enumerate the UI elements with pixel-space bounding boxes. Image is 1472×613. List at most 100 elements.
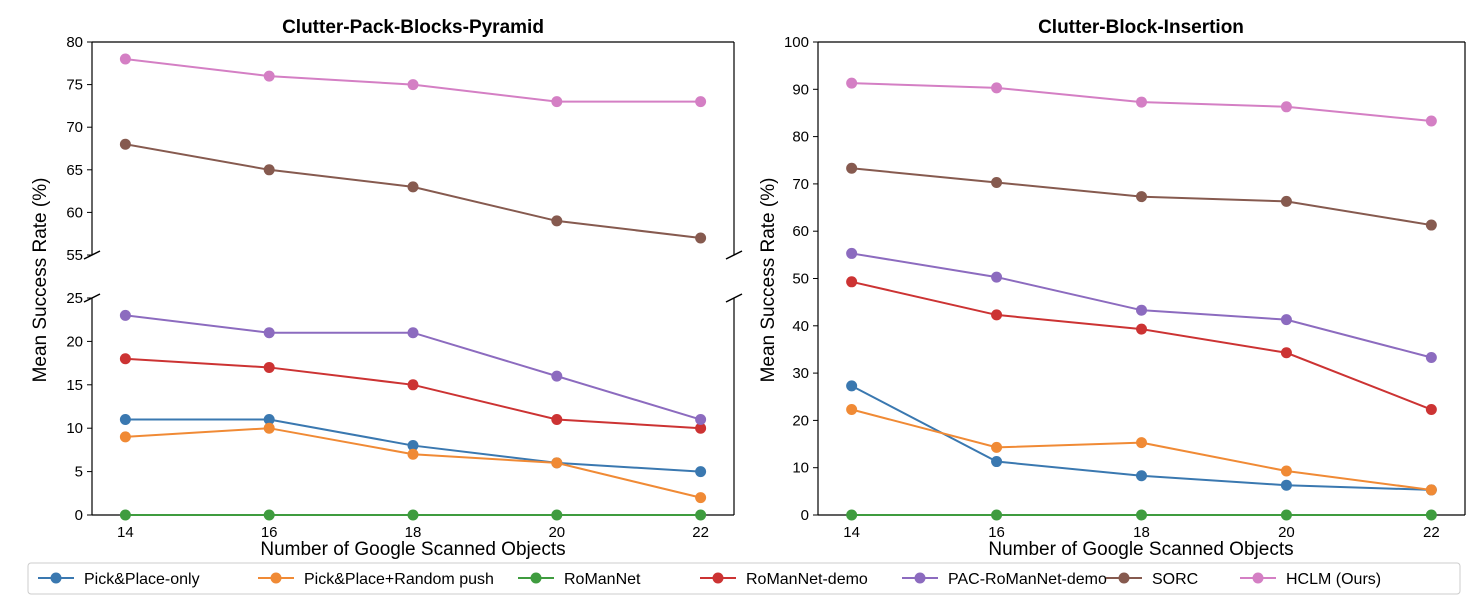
axis-break-mark [725,293,743,303]
series-romannet [846,509,1437,521]
data-point [695,422,707,434]
y-tick-label: 60 [66,204,83,221]
series-romannet-demo [846,276,1437,416]
legend-label: SORC [1152,571,1198,588]
y-tick-label: 80 [66,34,83,51]
right-y-axis-label: Mean Success Rate (%) [758,178,779,383]
data-point [846,276,858,288]
y-tick-label: 65 [66,162,83,179]
legend-entry: RoManNet [518,571,641,588]
data-point [991,509,1003,521]
y-tick-label: 55 [66,247,83,264]
y-tick-label: 80 [792,129,809,146]
legend-entry: HCLM (Ours) [1240,571,1381,588]
y-tick-label: 70 [792,176,809,193]
x-tick-label: 14 [117,524,134,541]
legend-frame [27,562,1461,595]
data-point [551,457,563,469]
legend-label: RoManNet-demo [746,571,868,588]
legend-marker [1118,572,1130,584]
data-point [991,441,1003,453]
data-point [407,379,419,391]
y-tick-label: 90 [792,81,809,98]
data-point [119,53,131,65]
data-point [551,215,563,227]
legend-label: Pick&Place+Random push [304,571,494,588]
data-point [1425,484,1437,496]
data-point [263,164,275,176]
data-point [1136,470,1147,482]
right-chart-title: Clutter-Block-Insertion [1038,17,1244,38]
y-tick-label: 20 [66,333,83,350]
data-point [263,327,275,339]
data-point [695,466,707,478]
y-tick-label: 40 [792,318,809,335]
series-sorc [119,138,707,244]
data-point [1280,509,1292,521]
x-tick-label: 16 [261,524,278,541]
data-point [119,509,131,521]
data-point [263,422,275,434]
data-point [1280,347,1292,359]
data-point [119,414,131,426]
left-lower-panel: 0 5 10 15 20 25 14 16 18 20 22 [66,290,743,541]
x-tick-label: 22 [692,524,709,541]
left-x-axis-label: Number of Google Scanned Objects [260,539,565,560]
data-point [1425,404,1437,416]
data-point [991,176,1003,188]
x-tick-label: 18 [1133,524,1150,541]
y-tick-label: 5 [75,464,83,481]
y-tick-label: 50 [792,271,809,288]
legend-marker [50,572,62,584]
legend-entry: SORC [1106,571,1198,588]
x-tick-label: 18 [405,524,422,541]
data-point [991,271,1003,283]
legend-label: RoManNet [564,571,641,588]
axis-break-mark [83,293,101,303]
data-point [1280,314,1292,326]
data-point [695,509,707,521]
series-line [125,427,701,499]
legend-entry: RoManNet-demo [700,571,868,588]
y-tick-label: 25 [66,290,83,307]
series-sorc [846,162,1437,231]
y-tick-label: 10 [792,460,809,477]
data-point [119,431,131,443]
data-point [1136,191,1147,203]
data-point [1136,96,1147,108]
data-point [991,82,1003,94]
data-point [1136,304,1147,316]
y-tick-label: 0 [75,507,83,524]
data-point [407,448,419,460]
y-tick-label: 10 [66,420,83,437]
legend-marker [914,572,926,584]
data-point [846,77,858,89]
data-point [991,309,1003,321]
data-point [1136,323,1147,335]
x-tick-label: 20 [548,524,565,541]
x-tick-label: 22 [1423,524,1440,541]
data-point [1136,509,1147,521]
y-tick-label: 60 [792,223,809,240]
legend-entry: Pick&Place-only [38,571,200,588]
legend-marker [1252,572,1264,584]
right-panel: 0 10 20 30 40 50 60 70 80 90 100 14 16 18 20 22 [784,34,1466,541]
data-point [119,353,131,365]
legend-entry: Pick&Place+Random push [258,571,494,588]
data-point [1280,465,1292,477]
legend-label: PAC-RoManNet-demo [948,571,1107,588]
data-point [551,509,563,521]
legend-label: HCLM (Ours) [1286,571,1381,588]
data-point [407,327,419,339]
legend-marker [530,572,542,584]
series-pac-romannet-demo [119,309,707,426]
data-point [846,404,858,416]
series-romannet [119,509,707,521]
data-point [1280,479,1292,491]
x-tick-label: 16 [988,524,1005,541]
left-upper-panel: 55 60 65 70 75 80 [66,34,743,264]
y-tick-label: 30 [792,365,809,382]
data-point [1425,219,1437,231]
series-hclm-ours- [119,53,707,108]
